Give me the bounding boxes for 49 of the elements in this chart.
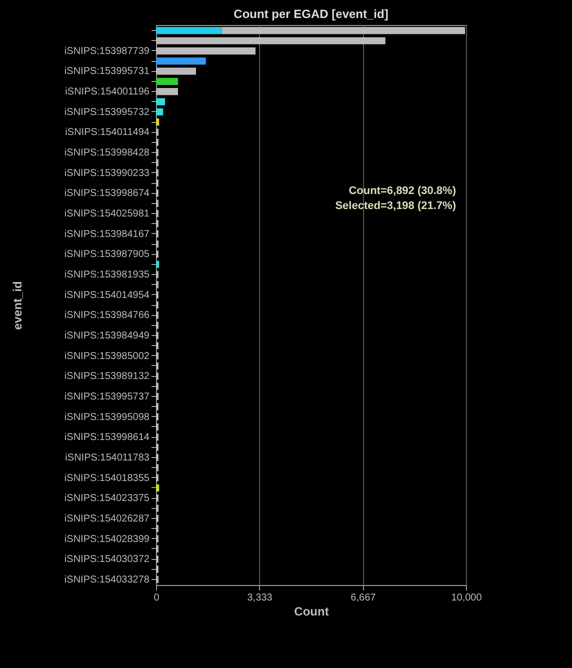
bar [156,58,206,65]
y-tick-label: iSNIPS:153998674 [64,188,150,200]
y-tick-label: iSNIPS:153985002 [64,350,150,362]
y-tick-label: iSNIPS:154014954 [64,290,150,301]
bar [156,47,256,54]
y-tick-label: iSNIPS:153995737 [64,391,150,402]
annotation: Count=6,892 (30.8%) [348,185,456,197]
bar [156,108,164,116]
y-tick-label: iSNIPS:153987905 [64,249,150,260]
x-axis-title: Count [294,604,329,618]
y-tick-label: iSNIPS:153998614 [64,432,150,444]
y-tick-label: iSNIPS:153984766 [64,310,150,322]
bar [156,78,178,85]
bar [156,27,222,34]
bar [156,88,178,96]
y-tick-label: iSNIPS:153981935 [64,270,150,281]
y-tick-label: iSNIPS:154033278 [64,574,150,586]
y-tick-label: iSNIPS:154030372 [64,554,150,566]
y-axis-title: event_id [10,281,24,330]
y-tick-label: iSNIPS:153995732 [64,106,150,118]
y-tick-label: iSNIPS:154011783 [65,452,150,464]
bar [156,118,160,126]
y-tick-label: iSNIPS:154023375 [64,493,150,504]
y-tick-label: iSNIPS:153984167 [64,228,150,240]
x-tick-label: 3,333 [247,592,273,604]
x-tick-label: 10,000 [451,592,482,604]
bar [156,260,160,268]
bar [156,37,386,44]
y-tick-label: iSNIPS:154001196 [65,86,150,98]
y-tick-label: iSNIPS:153984949 [64,330,150,342]
bar [156,484,160,492]
x-tick-label: 0 [154,592,160,604]
y-tick-label: iSNIPS:153990233 [64,168,150,179]
y-tick-label: iSNIPS:154011494 [65,127,150,138]
bar [156,98,165,106]
y-tick-label: iSNIPS:153995098 [64,412,150,423]
y-tick-label: iSNIPS:153998428 [64,148,150,159]
y-tick-label: iSNIPS:153989132 [64,371,150,382]
y-tick-label: iSNIPS:153987739 [64,46,150,57]
bar [222,27,466,34]
y-tick-label: iSNIPS:154018355 [64,472,150,484]
bar [156,68,196,75]
chart-title: Count per EGAD [event_id] [234,7,388,21]
y-tick-label: iSNIPS:154028399 [64,534,150,545]
y-tick-label: iSNIPS:154026287 [64,513,150,524]
y-tick-label: iSNIPS:154025981 [64,208,150,220]
x-tick-label: 6,667 [350,592,376,604]
y-tick-label: iSNIPS:153995731 [64,66,150,78]
annotation: Selected=3,198 (21.7%) [335,200,456,212]
